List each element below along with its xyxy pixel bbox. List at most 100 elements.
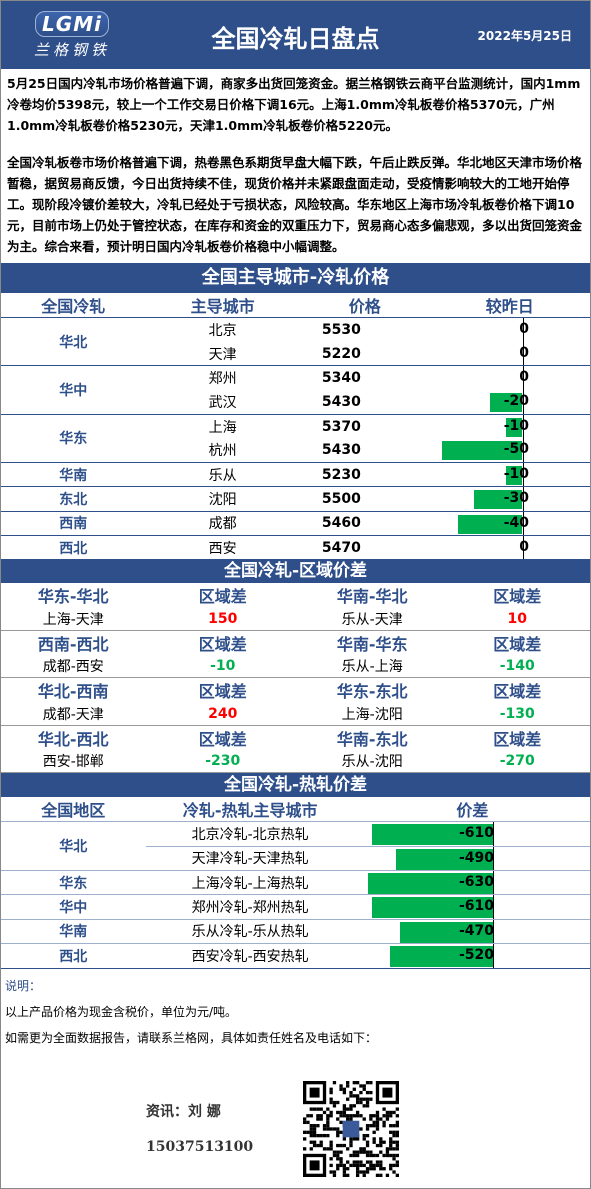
change-cell: 0 [429, 534, 590, 560]
city-cell: 沈阳 [145, 486, 300, 511]
price-cell: 5230 [299, 462, 430, 487]
table-row: 华中 郑州冷轧-郑州热轧 -610 [1, 894, 590, 920]
change-value: -10 [503, 466, 529, 483]
col-header-change: 较昨日 [485, 297, 534, 316]
notes-line-1: 以上产品价格为现金含税价，单位为元/吨。 [5, 1004, 238, 1019]
change-bar [490, 393, 522, 413]
regional-diff-table: 华东-华北 区域差 华南-华北 区域差 上海-天津 150 乐从-天津 10 西南-西北 区域差华… [1, 583, 590, 774]
change-cell: -20 [430, 390, 590, 414]
table-row: 华南 乐从冷轧-乐从热轧 -470 [1, 918, 590, 944]
diff-value-row: 西安-邯郸 -230 乐从-沈阳 -270 [1, 749, 590, 774]
diff-sub-head: 区域差 [493, 682, 542, 702]
diff-value: -130 [444, 702, 590, 726]
city-cell: 上海 [145, 413, 300, 439]
city-cell: 乐从 [145, 462, 300, 487]
region-cell: 华东 [1, 413, 146, 463]
notes: 说明： 以上产品价格为现金含税价，单位为元/吨。 如需更为全面数据报告，请联系兰… [1, 967, 590, 1055]
region-cell: 西北 [1, 534, 146, 560]
col-header-city: 主导城市 [190, 297, 255, 316]
zero-axis [522, 487, 524, 511]
city-cell: 成都 [145, 510, 300, 536]
price-cell: 5340 [299, 365, 430, 391]
table-row: 华南 乐从 5230 -10 [1, 462, 590, 487]
city-cell: 杭州 [208, 443, 237, 460]
notes-label: 说明： [5, 978, 42, 993]
zero-axis [493, 943, 494, 968]
diff-pair-head: 华东-东北 [336, 682, 408, 702]
pair-cell: 郑州冷轧-郑州热轧 [145, 894, 355, 920]
contact-phone: 15037513100 [146, 1139, 254, 1155]
diff-sub-head: 区域差 [493, 634, 542, 654]
diff-value: 240 [145, 702, 300, 726]
pair-cell: 天津冷轧-天津热轧 [145, 845, 355, 871]
diff-pair-head: 华南-华东 [336, 634, 408, 654]
diff-pair-head: 华南-华北 [336, 587, 408, 607]
diff-cell: -610 [354, 894, 590, 920]
zero-axis [522, 341, 524, 366]
diff-pair-head: 华北-西北 [37, 729, 109, 749]
region-cell: 西北 [1, 942, 146, 968]
zero-axis [522, 438, 524, 463]
change-cell: 0 [430, 341, 590, 366]
price-cell: 5430 [321, 393, 361, 410]
section-title-regional-diff: 全国冷轧-区域价差 [1, 559, 590, 584]
header: LGMi 兰格钢铁 全国冷轧日盘点 2022年5月25日 [1, 1, 590, 69]
zero-axis [522, 414, 524, 439]
diff-pair-head: 华东-华北 [37, 587, 109, 607]
change-bar [506, 466, 522, 486]
zero-axis [493, 919, 494, 943]
diff-value-row: 上海-天津 150 乐从-天津 10 [1, 607, 590, 631]
price-table: 全国冷轧 主导城市 价格 较昨日 华北 北京 5530 0 天津 5220 0 华中 郑州 534… [1, 293, 590, 560]
table-row: 杭州 5430 -50 [1, 438, 590, 463]
table-row: 西南 成都 5460 -40 [1, 510, 590, 536]
price-cell: 5220 [321, 345, 361, 362]
diff-cell: -520 [354, 942, 590, 968]
diff-bar [368, 872, 494, 894]
zero-axis [522, 318, 524, 342]
region-cell: 华中 [1, 894, 146, 920]
diff-value: 10 [444, 607, 590, 631]
summary-paragraph-1: 5月25日国内冷轧市场价格普遍下调，商家多出货回笼资金。据兰格钢铁云商平台监测统… [7, 76, 581, 133]
region-cell: 华南 [1, 462, 146, 487]
change-value: 0 [519, 321, 529, 337]
city-cell: 天津 [208, 346, 237, 363]
cold-hot-table: 全国地区 冷轧-热轧主导城市 价差 华北 北京冷轧-北京热轧 -610 天津冷轧-天津… [1, 797, 590, 968]
col-header-price: 价格 [348, 297, 381, 316]
section-title-cold-hot-diff: 全国冷轧-热轧价差 [1, 773, 590, 798]
city-cell: 武汉 [208, 394, 237, 411]
change-value: -10 [503, 417, 529, 434]
logo-mark: LGMi [35, 10, 109, 37]
city-cell: 西安 [145, 534, 300, 560]
logo: LGMi 兰格钢铁 [13, 6, 131, 64]
change-value: 0 [519, 369, 529, 386]
col-header-diff: 价差 [456, 801, 489, 821]
pair-cell: 上海冷轧-上海热轧 [145, 869, 355, 895]
diff-city-pair: 上海-沈阳 [299, 702, 445, 726]
zero-axis [522, 366, 524, 391]
price-cell: 5530 [299, 316, 430, 342]
diff-cell: -610 [354, 821, 590, 847]
logo-text: 兰格钢铁 [33, 40, 110, 59]
price-cell: 5500 [299, 486, 430, 511]
change-bar [474, 490, 522, 510]
pair-cell: 西安冷轧-西安热轧 [145, 942, 355, 968]
pair-cell: 北京冷轧-北京热轧 [145, 821, 355, 847]
table-row: 华东 上海 5370 -10 [1, 413, 590, 463]
table-row: 西北 西安冷轧-西安热轧 -520 [1, 942, 590, 968]
diff-cell: -470 [354, 918, 590, 944]
diff-city-pair: 西安-邯郸 [1, 749, 146, 774]
diff-bar [390, 945, 494, 967]
change-cell: -40 [429, 510, 590, 536]
table-row: 华北 北京冷轧-北京热轧 -610 [1, 821, 590, 871]
table-row: 天津 5220 0 [1, 341, 590, 366]
col-header-pair: 冷轧-热轧主导城市 [182, 801, 318, 821]
diff-sub-head: 区域差 [198, 587, 247, 607]
diff-bar [396, 848, 494, 870]
change-bar [506, 417, 522, 437]
zero-axis [522, 511, 524, 535]
price-cell: 5470 [299, 534, 430, 560]
zero-axis [522, 390, 524, 414]
diff-pair-head: 华南-东北 [336, 729, 408, 749]
diff-value: -140 [444, 654, 590, 679]
